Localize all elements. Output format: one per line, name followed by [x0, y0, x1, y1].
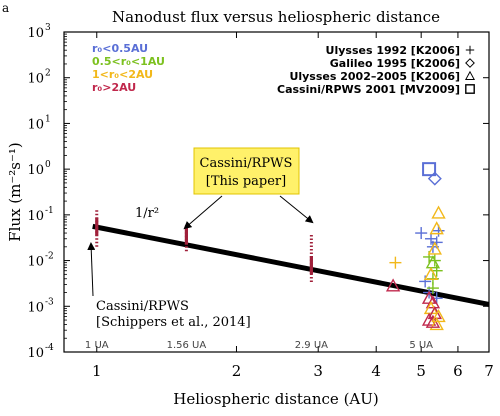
triangle-marker — [421, 312, 437, 326]
triangle-marker — [427, 241, 442, 255]
fit-line-1-over-r2 — [92, 223, 490, 307]
arrow-to-2-9 — [279, 195, 314, 224]
plus-marker — [419, 275, 432, 288]
arrow-to-1-56 — [183, 195, 223, 230]
y-tick-exponent: 0 — [45, 160, 51, 170]
x-tick-label: 7 — [484, 362, 494, 380]
data-points — [385, 162, 446, 331]
y-tick-exponent: -2 — [45, 252, 54, 262]
triangle-marker — [431, 308, 446, 323]
y-axis-label: Flux (m⁻²s⁻¹) — [6, 142, 24, 242]
mission-legend-entry: Ulysses 1992 [K2006] — [326, 44, 460, 57]
triangle-marker — [425, 295, 441, 309]
distance-label: 1 UA — [85, 340, 109, 351]
triangle-marker — [425, 255, 441, 269]
y-tick-label: 10 — [27, 255, 44, 270]
y-tick-label: 10 — [27, 72, 44, 87]
diamond-marker — [427, 171, 442, 186]
distance-legend-entry: r₀>2AU — [92, 81, 136, 94]
diamond-marker — [465, 58, 475, 68]
x-tick-label: 3 — [313, 362, 323, 380]
mission-legend: Ulysses 1992 [K2006]Galileo 1995 [K2006]… — [277, 44, 476, 96]
y-tick-exponent: 2 — [45, 69, 51, 79]
x-tick-label: 4 — [371, 362, 381, 380]
mission-legend-entry: Ulysses 2002–2005 [K2006] — [289, 70, 460, 83]
x-tick-label: 1 — [92, 362, 102, 380]
y-tick-label: 10 — [27, 346, 44, 361]
y-tick-label: 10 — [27, 163, 44, 178]
y-tick-label: 10 — [27, 26, 44, 41]
panel-letter: a — [2, 1, 9, 15]
this-paper-line-1: Cassini/RPWS — [200, 156, 293, 171]
distance-legend-entry: 0.5<r₀<1AU — [92, 55, 165, 68]
y-tick-label: 10 — [27, 117, 44, 132]
fit-line-group: 1/r² — [92, 206, 490, 307]
this-paper-line-2: [This paper] — [206, 174, 286, 189]
schippers-line-2: [Schippers et al., 2014] — [96, 315, 251, 330]
mission-legend-entry: Galileo 1995 [K2006] — [330, 57, 460, 70]
cassini-measurements — [95, 209, 313, 282]
y-tick-label: 10 — [27, 300, 44, 315]
distance-labels: 1 UA 1.56 UA 2.9 UA 5 UA — [85, 340, 433, 351]
distance-legend-entry: 1<r₀<2AU — [92, 68, 153, 81]
plot-frame — [63, 31, 490, 353]
x-tick-label: 6 — [453, 362, 463, 380]
triangle-marker — [429, 317, 444, 331]
fit-line-label: 1/r² — [135, 206, 159, 221]
this-paper-box — [193, 147, 300, 195]
triangle-marker — [464, 70, 476, 80]
this-paper-annotation: Cassini/RPWS [This paper] — [183, 147, 314, 230]
x-axis-label: Heliospheric distance (AU) — [173, 390, 379, 408]
y-tick-exponent: -3 — [45, 297, 54, 307]
x-axis-ticks: 1 2 3 4 5 6 7 — [92, 32, 494, 380]
square-marker — [422, 162, 437, 177]
plus-marker — [426, 282, 439, 295]
mission-legend-entry: Cassini/RPWS 2001 [MV2009] — [277, 83, 460, 96]
schippers-annotation: Cassini/RPWS [Schippers et al., 2014] — [87, 242, 251, 330]
triangle-marker — [385, 278, 401, 292]
distance-legend-entry: r₀<0.5AU — [92, 42, 148, 55]
plus-marker — [465, 45, 475, 55]
x-tick-label: 2 — [232, 362, 242, 380]
chart-title: Nanodust flux versus heliospheric distan… — [112, 8, 440, 26]
y-tick-label: 10 — [27, 209, 44, 224]
plus-marker — [389, 256, 402, 269]
y-tick-exponent: -4 — [45, 343, 54, 353]
y-tick-exponent: 3 — [45, 23, 51, 33]
y-tick-exponent: -1 — [45, 206, 54, 216]
plus-marker — [415, 227, 428, 240]
x-tick-label: 5 — [416, 362, 426, 380]
distance-label: 2.9 UA — [295, 340, 328, 351]
triangle-marker — [429, 221, 444, 235]
distance-label: 1.56 UA — [167, 340, 207, 351]
triangle-marker — [423, 266, 439, 281]
schippers-line-1: Cassini/RPWS — [96, 299, 189, 314]
triangle-marker — [431, 205, 446, 219]
square-marker — [465, 84, 475, 94]
y-tick-exponent: 1 — [45, 114, 51, 124]
distance-label: 5 UA — [409, 340, 433, 351]
arrow-to-1-au — [87, 242, 96, 297]
